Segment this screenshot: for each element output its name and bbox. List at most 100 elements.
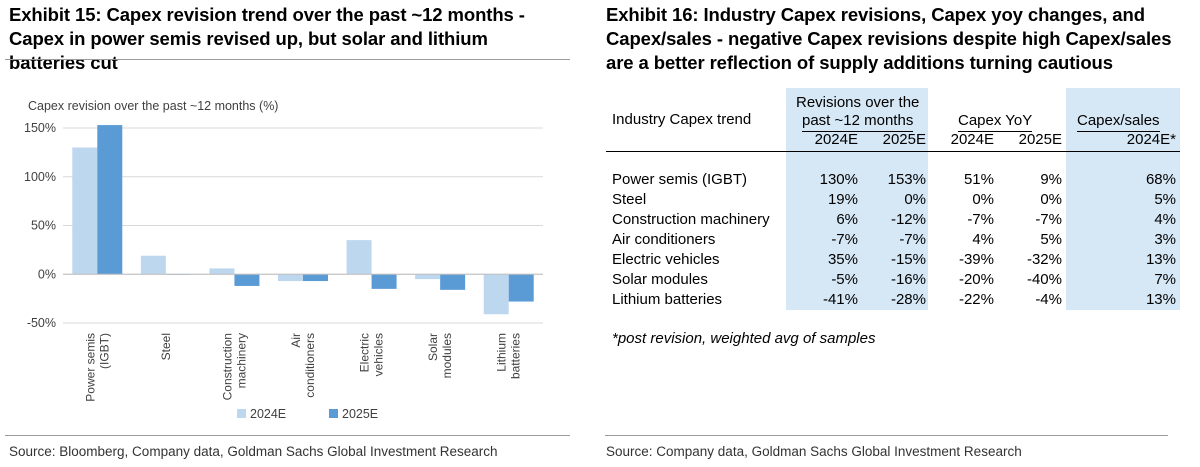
- table-cell: 5%: [1154, 191, 1176, 208]
- table-cell: 4%: [972, 231, 994, 248]
- table-cell: 19%: [827, 191, 858, 208]
- x-tick-label: conditioners: [303, 333, 317, 398]
- sub-header: 2024E: [950, 131, 994, 148]
- table-cell: 6%: [836, 211, 858, 228]
- table-cell: -41%: [822, 291, 858, 308]
- capex-yoy-header: Capex YoY: [958, 111, 1033, 132]
- x-tick-label: machinery: [234, 333, 248, 388]
- title-rule: [5, 59, 570, 60]
- table-cell: -16%: [890, 271, 926, 288]
- exhibit-16-source: Source: Company data, Goldman Sachs Glob…: [606, 444, 1022, 459]
- bar-2025e-2: [234, 274, 260, 286]
- bar-2025e-6: [508, 274, 534, 302]
- bar-2024e-2: [209, 268, 235, 275]
- x-tick-label: Electric: [358, 333, 372, 372]
- row-label: Air conditioners: [612, 231, 716, 248]
- table-cell: -7%: [967, 211, 994, 228]
- source-rule: [5, 435, 570, 436]
- y-tick-label: 100%: [24, 170, 56, 184]
- row-label: Power semis (IGBT): [612, 171, 748, 188]
- revisions-shade: [786, 88, 928, 310]
- y-tick-label: -50%: [27, 316, 56, 330]
- bar-2025e-0: [97, 125, 123, 275]
- table-cell: -12%: [890, 211, 926, 228]
- table-cell: -4%: [1035, 291, 1062, 308]
- x-tick-label: Steel: [159, 333, 173, 360]
- legend-label: 2025E: [342, 407, 378, 421]
- table-cell: -15%: [890, 251, 926, 268]
- table-cell: -32%: [1026, 251, 1062, 268]
- x-tick-label: modules: [440, 333, 454, 378]
- capex-revision-chart: Capex revision over the past ~12 months …: [24, 99, 543, 421]
- bar-2025e-3: [303, 274, 328, 282]
- legend-swatch-2024e: [237, 409, 246, 418]
- table-cell: 68%: [1145, 171, 1176, 188]
- table-cell: -39%: [958, 251, 994, 268]
- header-rule: [606, 151, 1180, 152]
- x-tick-label: Power semis: [83, 333, 97, 402]
- y-tick-label: 50%: [31, 219, 56, 233]
- x-tick-label: Construction: [220, 333, 234, 400]
- exhibit-15-title: Exhibit 15: Capex revision trend over th…: [9, 4, 525, 73]
- table-cell: 0%: [904, 191, 926, 208]
- table-cell: -7%: [1035, 211, 1062, 228]
- capex-sales-header: Capex/sales: [1077, 111, 1160, 132]
- bar-2024e-4: [346, 240, 372, 275]
- bar-2024e-5: [415, 274, 441, 280]
- y-tick-label: 0%: [38, 267, 56, 281]
- revisions-header-line2: past ~12 months: [802, 111, 914, 132]
- x-tick-label: (IGBT): [97, 333, 111, 369]
- exhibit-15-source: Source: Bloomberg, Company data, Goldman…: [9, 444, 498, 459]
- bar-2024e-0: [72, 147, 98, 275]
- table-cell: 3%: [1154, 231, 1176, 248]
- sub-header: 2025E: [1018, 131, 1062, 148]
- chart-title: Capex revision over the past ~12 months …: [28, 99, 278, 113]
- bar-2025e-5: [440, 274, 466, 290]
- x-tick-label: Lithium: [495, 333, 509, 372]
- row-label: Construction machinery: [612, 211, 770, 228]
- table-cell: 35%: [827, 251, 858, 268]
- bar-2024e-6: [483, 274, 509, 315]
- row-header: Industry Capex trend: [612, 111, 752, 128]
- legend-swatch-2025e: [329, 409, 338, 418]
- sub-header: 2024E*: [1126, 131, 1176, 148]
- row-label: Electric vehicles: [612, 251, 720, 268]
- exhibit-16-title: Exhibit 16: Industry Capex revisions, Ca…: [606, 4, 1172, 73]
- x-tick-label: Air: [289, 333, 303, 348]
- bar-2025e-4: [371, 274, 397, 289]
- revisions-header-line1: Revisions over the: [796, 94, 920, 111]
- table-cell: 4%: [1154, 211, 1176, 228]
- x-tick-label: Solar: [426, 333, 440, 361]
- x-tick-label: batteries: [509, 333, 523, 379]
- table-cell: -20%: [958, 271, 994, 288]
- capex-sales-shade: [1066, 88, 1180, 310]
- source-rule: [605, 435, 1168, 436]
- table-cell: 5%: [1040, 231, 1062, 248]
- bar-2024e-1: [140, 255, 166, 275]
- row-label: Steel: [612, 191, 647, 208]
- table-cell: 153%: [887, 171, 926, 188]
- row-label: Lithium batteries: [612, 291, 723, 308]
- sub-header: 2025E: [882, 131, 926, 148]
- table-cell: -28%: [890, 291, 926, 308]
- table-footnote: *post revision, weighted avg of samples: [612, 330, 876, 347]
- bar-2024e-3: [278, 274, 303, 282]
- table-cell: 130%: [819, 171, 858, 188]
- sub-header: 2024E: [814, 131, 858, 148]
- exhibit-16-panel: Exhibit 16: Industry Capex revisions, Ca…: [600, 0, 1200, 467]
- table-cell: 0%: [972, 191, 994, 208]
- table-cell: 0%: [1040, 191, 1062, 208]
- legend-label: 2024E: [250, 407, 286, 421]
- table-cell: -5%: [831, 271, 858, 288]
- row-label: Solar modules: [612, 271, 708, 288]
- exhibit-15-panel: Exhibit 15: Capex revision trend over th…: [0, 0, 575, 467]
- table-cell: -40%: [1026, 271, 1062, 288]
- table-cell: 9%: [1040, 171, 1062, 188]
- table-cell: -22%: [958, 291, 994, 308]
- capex-table: Industry Capex trend Revisions over the …: [606, 88, 1180, 320]
- table-cell: 51%: [963, 171, 994, 188]
- table-cell: -7%: [831, 231, 858, 248]
- table-cell: 7%: [1154, 271, 1176, 288]
- x-tick-label: vehicles: [372, 333, 386, 376]
- y-tick-label: 150%: [24, 121, 56, 135]
